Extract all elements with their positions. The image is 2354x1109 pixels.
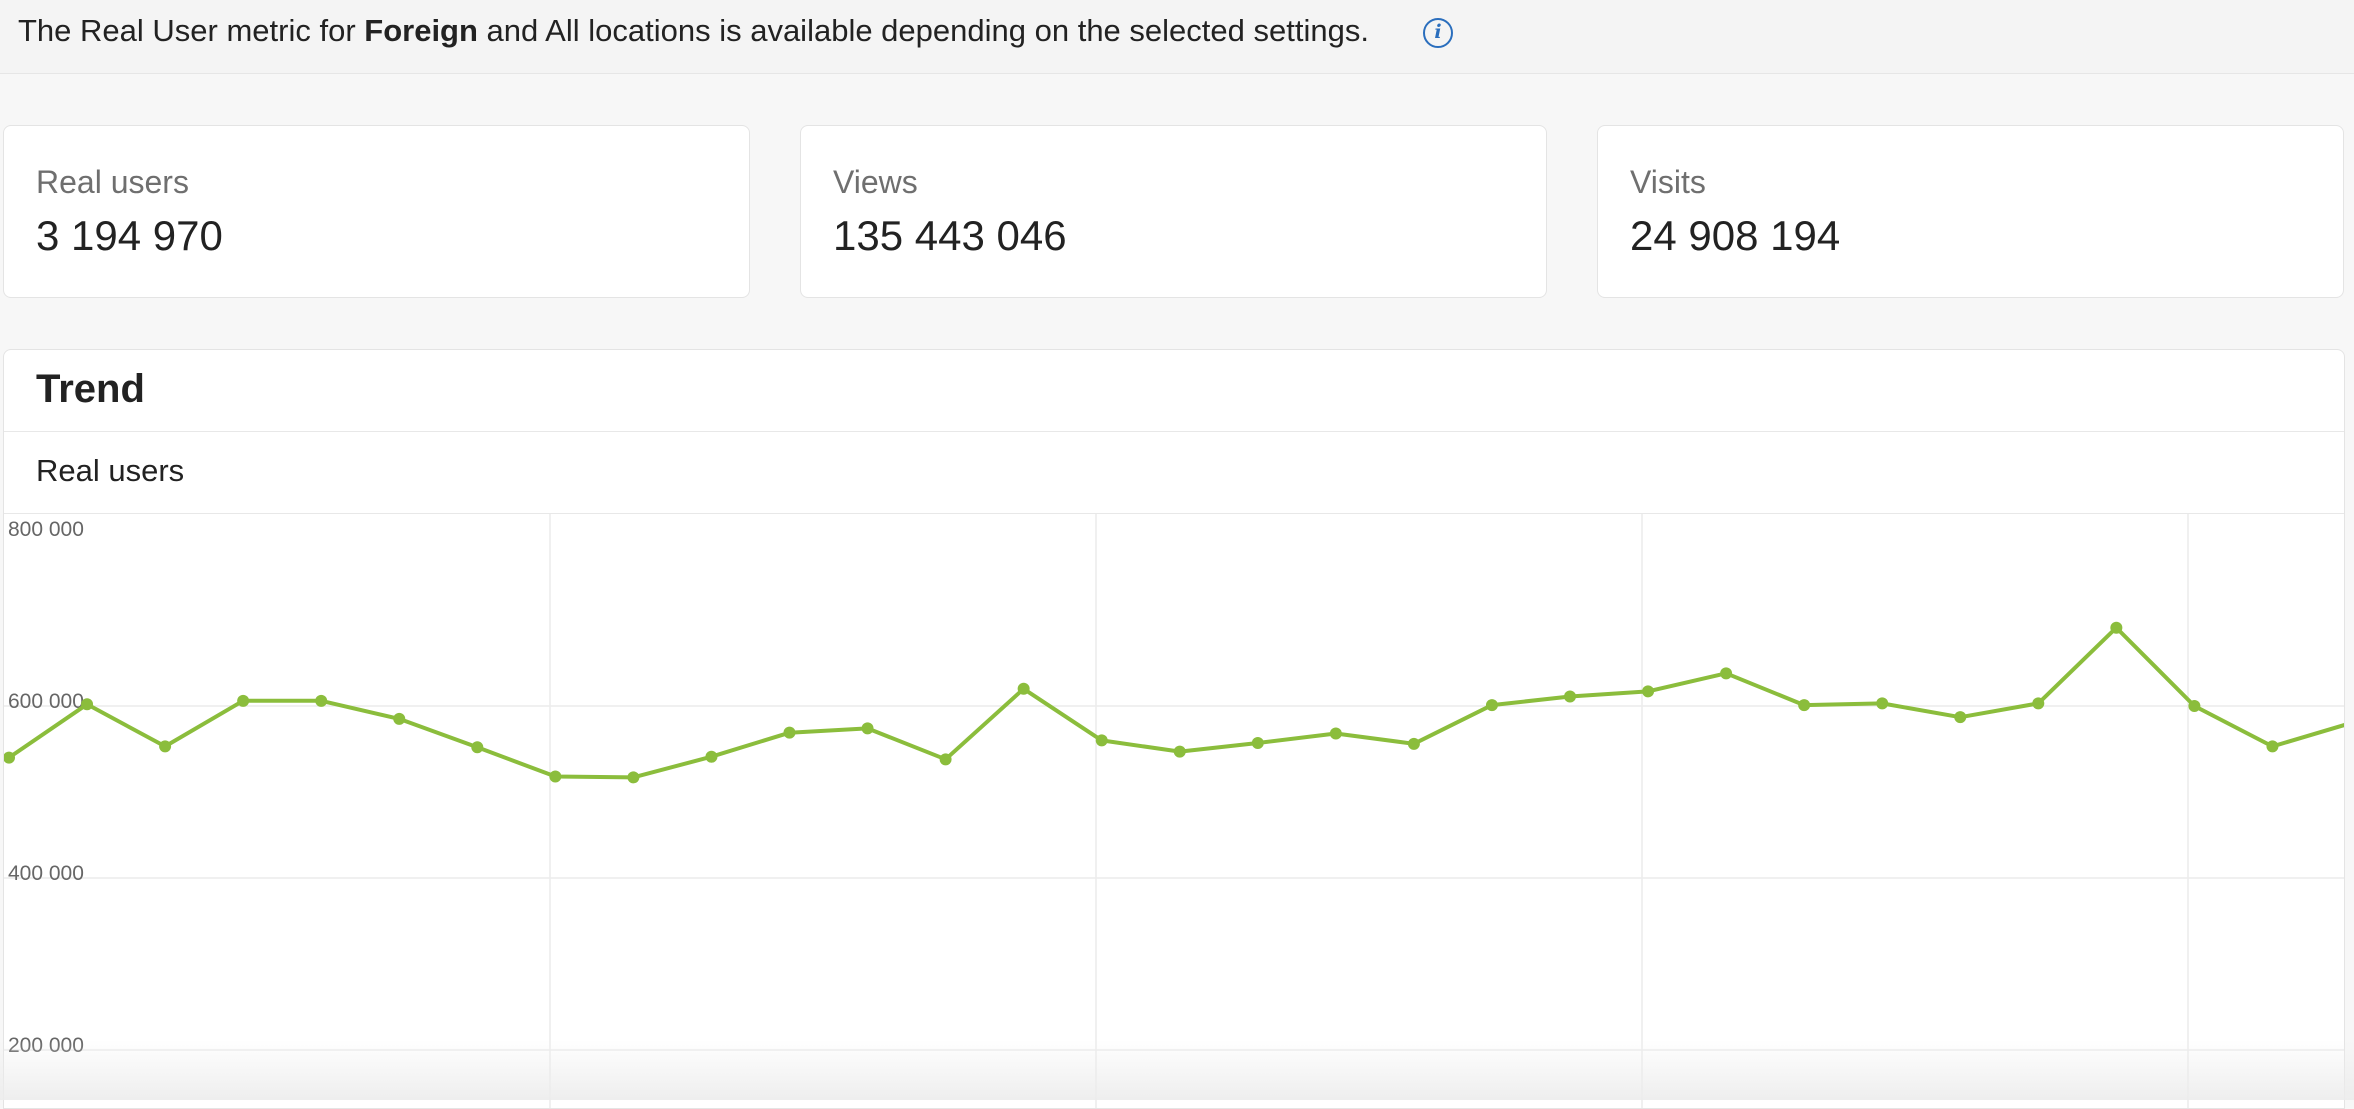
notice-text-start: The Real User metric for xyxy=(18,13,365,48)
data-point[interactable] xyxy=(1095,734,1108,747)
metric-label: Visits xyxy=(1630,164,1706,200)
divider xyxy=(4,431,2344,432)
data-point[interactable] xyxy=(939,753,952,766)
data-point[interactable] xyxy=(1720,667,1733,680)
data-point[interactable] xyxy=(1954,711,1967,724)
y-tick-label: 200 000 xyxy=(8,1034,84,1057)
y-tick-label: 400 000 xyxy=(8,862,84,885)
data-point[interactable] xyxy=(1173,745,1186,758)
data-point[interactable] xyxy=(237,694,250,707)
notice-location: Foreign xyxy=(364,13,478,48)
trend-metric-label: Real users xyxy=(36,453,185,488)
metric-value: 135 443 046 xyxy=(833,212,1067,259)
metric-card-visits: Visits 24 908 194 xyxy=(1597,125,2344,298)
data-point[interactable] xyxy=(4,751,15,764)
data-point[interactable] xyxy=(1329,727,1342,740)
trend-panel: Trend Real users 800 000 600 000 400 000 20… xyxy=(3,349,2345,1109)
y-tick-label: 600 000 xyxy=(8,690,84,713)
data-point[interactable] xyxy=(1485,699,1498,712)
data-point[interactable] xyxy=(2110,621,2123,634)
data-point[interactable] xyxy=(1017,682,1030,695)
data-point[interactable] xyxy=(1876,697,1889,710)
data-point[interactable] xyxy=(1642,685,1655,698)
settings-notice-bar: The Real User metric for Foreign and All… xyxy=(0,0,2354,74)
trend-title: Trend xyxy=(36,367,145,411)
data-point[interactable] xyxy=(2266,740,2279,753)
data-point[interactable] xyxy=(1564,690,1576,703)
data-point[interactable] xyxy=(315,694,328,707)
data-point[interactable] xyxy=(1407,737,1420,750)
divider xyxy=(4,513,2344,514)
data-point[interactable] xyxy=(81,698,94,711)
metric-value: 24 908 194 xyxy=(1630,212,1841,259)
data-point[interactable] xyxy=(1251,736,1264,749)
metric-card-views: Views 135 443 046 xyxy=(800,125,1547,298)
data-point[interactable] xyxy=(2032,697,2045,710)
metric-card-real-users: Real users 3 194 970 xyxy=(3,125,750,298)
data-point[interactable] xyxy=(2345,717,2346,729)
data-point[interactable] xyxy=(1798,699,1811,712)
data-point[interactable] xyxy=(2188,700,2201,712)
data-point[interactable] xyxy=(861,722,874,735)
metric-value: 3 194 970 xyxy=(36,212,223,259)
data-point[interactable] xyxy=(783,726,796,739)
info-icon[interactable]: i xyxy=(1423,18,1453,48)
y-tick-label: 800 000 xyxy=(8,518,84,541)
data-point[interactable] xyxy=(549,770,562,783)
notice-text: The Real User metric for Foreign and All… xyxy=(18,12,1369,50)
data-point[interactable] xyxy=(705,750,718,763)
data-point[interactable] xyxy=(393,712,406,725)
data-point[interactable] xyxy=(159,740,172,753)
notice-text-end: and All locations is available depending… xyxy=(477,13,1369,48)
metric-label: Real users xyxy=(36,164,189,200)
data-point[interactable] xyxy=(471,741,484,754)
data-point[interactable] xyxy=(627,771,640,784)
real-users-line-chart: 800 000 600 000 400 000 200 000 xyxy=(4,514,2346,1108)
metric-label: Views xyxy=(833,164,918,200)
